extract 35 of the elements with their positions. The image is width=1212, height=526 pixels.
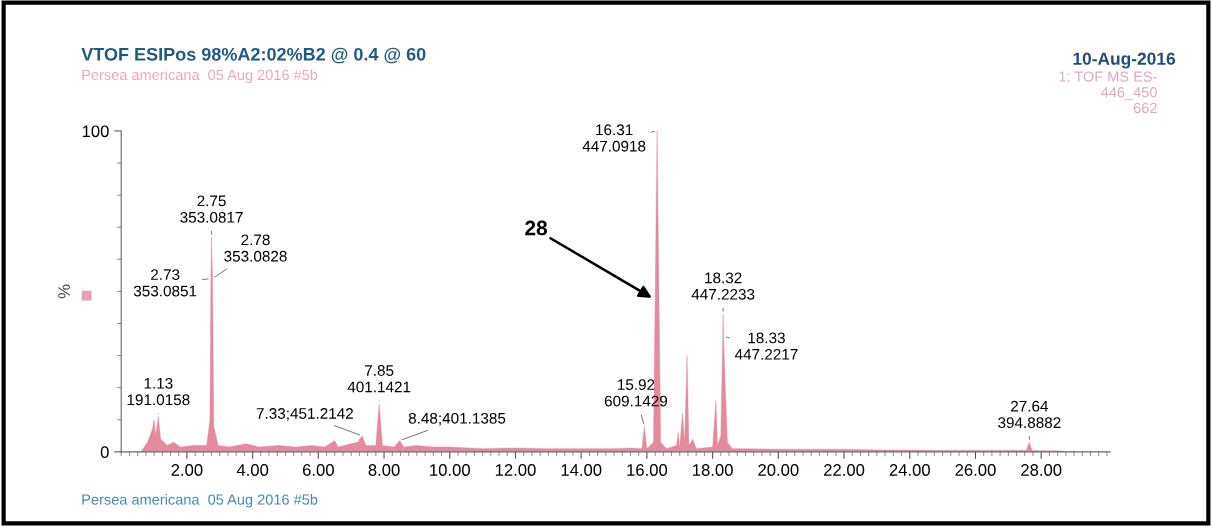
annotation: 2.73 353.0851 <box>133 269 197 297</box>
annotation: 8.48;401.1385 <box>408 412 506 426</box>
annotation: 27.64 394.8882 <box>998 400 1061 429</box>
annotation: 7.85 401.1421 <box>347 365 411 393</box>
x-tick-label: 20.00 <box>758 464 799 476</box>
x-tick-label: 2.00 <box>171 464 203 476</box>
x-tick-label: 28.00 <box>1021 464 1062 476</box>
x-tick-label: 26.00 <box>955 464 996 476</box>
x-tick-label: 12.00 <box>495 464 536 476</box>
x-tick-label: 8.00 <box>368 464 400 476</box>
annotation: 16.31 447.0918 <box>582 124 646 152</box>
x-tick-label: 6.00 <box>302 464 334 476</box>
x-tick-label: 14.00 <box>561 464 602 476</box>
y-tick-label: 100 <box>82 125 109 138</box>
annotation: 2.75 353.0817 <box>180 195 243 223</box>
x-tick-label: 4.00 <box>236 464 269 476</box>
chart-subtitle: Persea americana 05 Aug 2016 #5b <box>82 69 318 83</box>
x-tick-label: 16.00 <box>627 464 668 476</box>
annotation: 7.33;451.2142 <box>256 408 353 421</box>
y-tick-label: 0 <box>100 446 109 459</box>
annotation: 18.32 447.2233 <box>691 272 755 300</box>
annotation: 28 <box>525 220 548 236</box>
annotation: 15.92 609.1429 <box>604 379 668 407</box>
x-tick-label: 10.00 <box>430 464 470 476</box>
x-tick-label: 24.00 <box>889 464 930 476</box>
annotation: 1.13 191.0158 <box>127 377 190 406</box>
annotation: 2.78 353.0828 <box>224 234 287 262</box>
text: 1: TOF MS ES- 446_450 662 <box>1059 71 1157 114</box>
text: 10-Aug-2016 <box>1073 52 1176 69</box>
annotation: 18.33 447.2217 <box>734 332 798 360</box>
text: Persea americana 05 Aug 2016 #5b <box>82 494 318 508</box>
x-tick-label: 18.00 <box>693 464 733 476</box>
x-tick-label: 22.00 <box>824 464 865 476</box>
y-axis-title: % <box>58 284 70 299</box>
chart-title: VTOF ESIPos 98%A2:02%B2 @ 0.4 @ 60 <box>81 47 426 64</box>
